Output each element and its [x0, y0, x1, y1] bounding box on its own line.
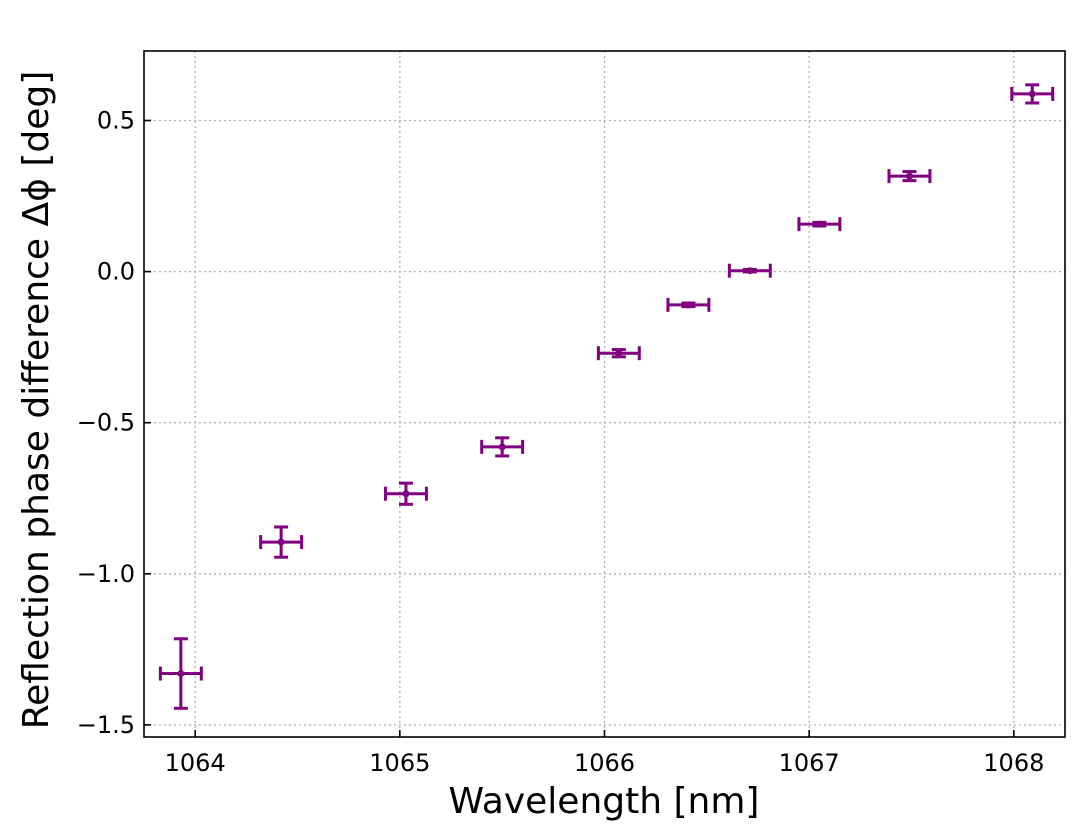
- data-points: [158, 83, 1055, 710]
- data-marker: [746, 267, 754, 275]
- data-point: [480, 436, 525, 458]
- x-tick-label: 1068: [983, 749, 1044, 777]
- data-point: [797, 217, 842, 232]
- x-tick-label: 1064: [165, 749, 226, 777]
- axes: 1064 1065 1066 1067 1068 −1.5 −1.0 −0.5 0.0 0.5: [77, 50, 1066, 777]
- y-tick-label: −1.5: [77, 711, 135, 739]
- y-tick-label: 0.5: [97, 107, 135, 135]
- data-marker: [277, 538, 285, 546]
- x-tick-label: 1065: [369, 749, 430, 777]
- data-point: [666, 297, 711, 312]
- grid-lines: [144, 51, 1065, 737]
- y-tick-label: 0.0: [97, 258, 135, 286]
- x-tick-label: 1067: [779, 749, 840, 777]
- data-marker: [177, 670, 185, 678]
- data-point: [384, 481, 428, 506]
- data-point: [887, 169, 932, 184]
- data-marker: [1028, 90, 1036, 98]
- data-marker: [498, 443, 506, 451]
- x-axis-label: Wavelength [nm]: [449, 781, 760, 822]
- data-point: [727, 263, 772, 278]
- data-point: [1010, 83, 1055, 105]
- y-tick-label: −0.5: [77, 409, 135, 437]
- y-tick-label: −1.0: [77, 560, 135, 588]
- data-marker: [402, 490, 410, 498]
- plot-frame: [143, 50, 1066, 738]
- data-marker: [615, 349, 623, 357]
- x-tick-label: 1066: [574, 749, 635, 777]
- data-marker: [684, 301, 692, 309]
- data-marker: [905, 172, 913, 180]
- data-point: [596, 346, 641, 361]
- data-point: [158, 637, 203, 710]
- data-point: [259, 525, 304, 559]
- y-axis-label: Reflection phase difference Δϕ [deg]: [16, 71, 57, 730]
- data-marker: [815, 220, 823, 228]
